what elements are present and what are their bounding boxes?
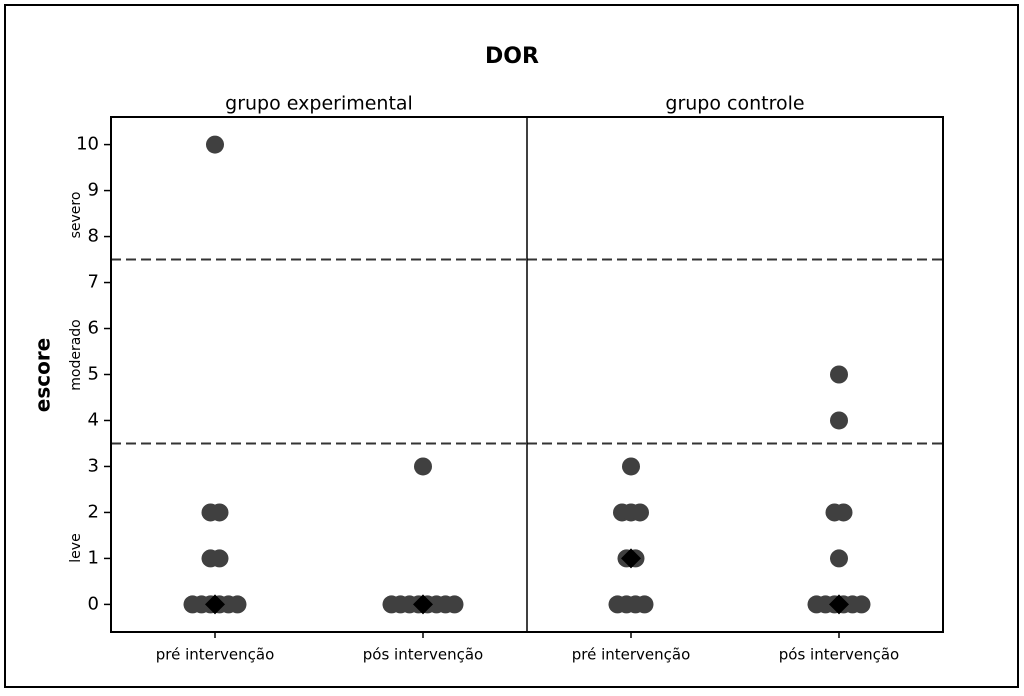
y-tick-label: 10 bbox=[76, 134, 99, 155]
x-tick-label: pré intervenção bbox=[572, 646, 691, 664]
chart-title: DOR bbox=[485, 44, 539, 69]
data-point bbox=[852, 595, 871, 614]
data-point bbox=[631, 503, 649, 522]
y-tick-label: 6 bbox=[88, 318, 99, 339]
y-axis-label: escore bbox=[31, 338, 55, 413]
zone-label: moderado bbox=[68, 319, 84, 391]
data-point bbox=[622, 457, 640, 476]
data-point bbox=[830, 365, 848, 384]
y-tick-label: 3 bbox=[88, 455, 99, 476]
y-tick-label: 5 bbox=[88, 364, 99, 385]
median-marker bbox=[829, 594, 849, 615]
median-marker bbox=[205, 594, 225, 615]
median-marker bbox=[621, 548, 641, 569]
y-tick-label: 8 bbox=[88, 226, 99, 247]
zone-label: severo bbox=[68, 192, 84, 239]
panel-title: grupo experimental bbox=[225, 93, 413, 115]
data-point bbox=[210, 549, 229, 568]
x-tick-label: pré intervenção bbox=[156, 646, 275, 664]
y-tick-label: 1 bbox=[88, 547, 99, 568]
data-point bbox=[445, 595, 464, 614]
data-point bbox=[635, 595, 654, 614]
x-tick-label: pós intervenção bbox=[363, 646, 483, 664]
panel-title: grupo controle bbox=[665, 93, 804, 115]
y-tick-label: 2 bbox=[88, 501, 99, 522]
zone-label: leve bbox=[68, 533, 84, 562]
y-tick-label: 9 bbox=[88, 180, 99, 201]
frame bbox=[4, 4, 1019, 688]
y-tick-label: 4 bbox=[88, 409, 99, 430]
data-point bbox=[830, 549, 848, 568]
x-tick-label: pós intervenção bbox=[779, 646, 899, 664]
data-point bbox=[414, 457, 432, 476]
y-tick-label: 7 bbox=[88, 272, 99, 293]
data-point bbox=[206, 135, 224, 154]
median-marker bbox=[413, 594, 433, 615]
data-point bbox=[210, 503, 229, 522]
data-point bbox=[834, 503, 853, 522]
y-tick-label: 0 bbox=[88, 593, 99, 614]
data-point bbox=[830, 411, 848, 430]
data-point bbox=[228, 595, 247, 614]
